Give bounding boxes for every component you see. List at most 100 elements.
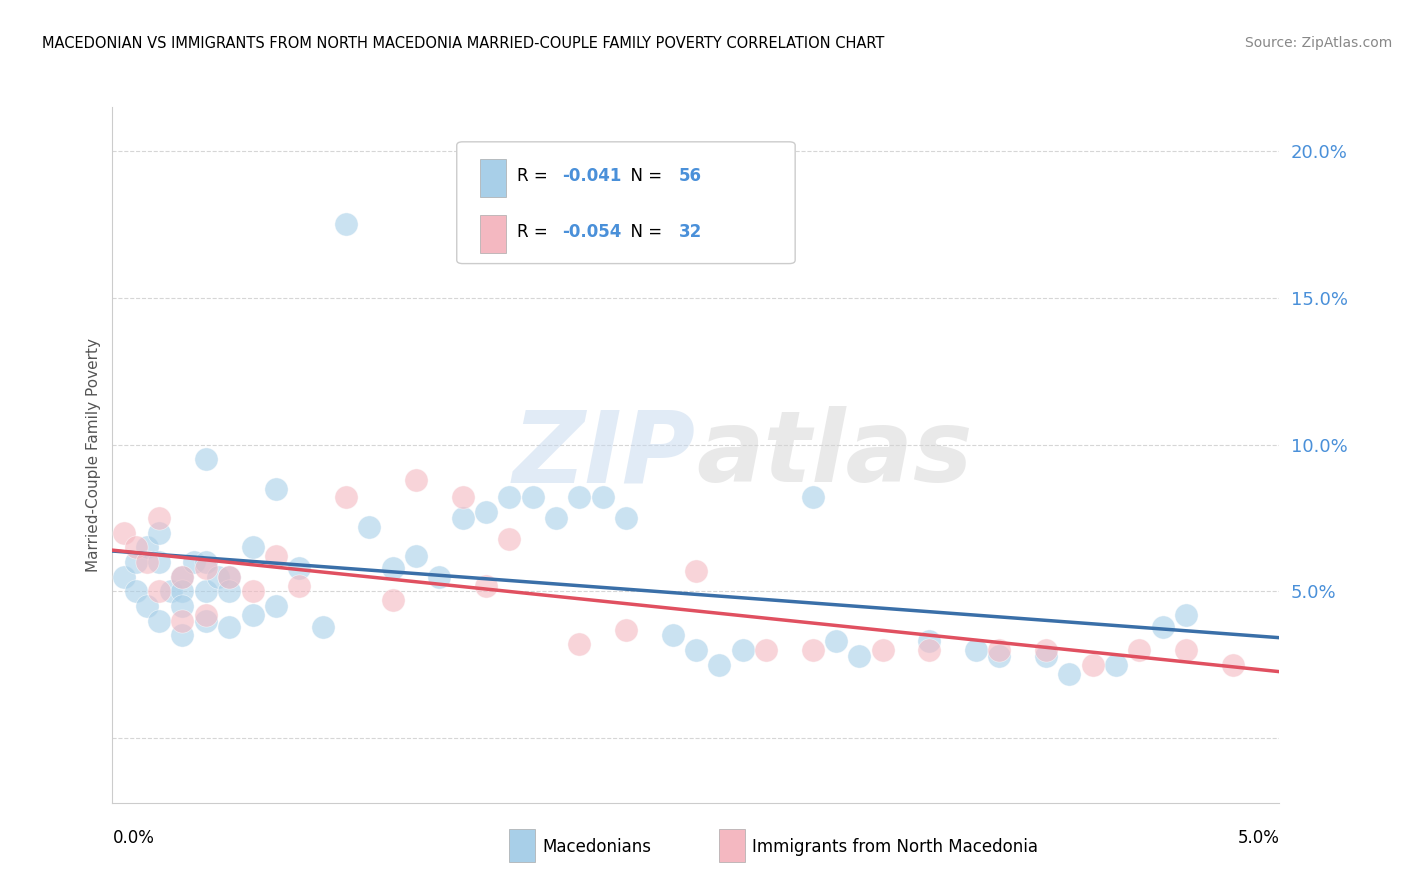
Point (148, 511, 170, 525)
Point (544, 511, 567, 525)
Point (172, 599, 194, 613)
Point (136, 599, 159, 613)
Point (218, 620, 240, 634)
Point (125, 555, 148, 569)
Point (661, 628, 683, 642)
Point (405, 473, 427, 487)
Point (568, 491, 591, 505)
Point (264, 599, 287, 613)
Point (918, 634, 941, 648)
Text: MACEDONIAN VS IMMIGRANTS FROM NORTH MACEDONIA MARRIED-COUPLE FAMILY POVERTY CORR: MACEDONIAN VS IMMIGRANTS FROM NORTH MACE… (42, 36, 884, 51)
Point (172, 584, 194, 599)
Point (988, 648, 1011, 663)
Text: -0.041: -0.041 (562, 167, 621, 186)
Text: R =: R = (517, 167, 554, 186)
Point (207, 570, 229, 584)
Point (194, 452, 217, 467)
Point (264, 482, 287, 496)
Point (335, 491, 357, 505)
Point (136, 541, 159, 555)
Point (988, 643, 1011, 657)
Point (475, 505, 498, 519)
Point (872, 643, 894, 657)
FancyBboxPatch shape (720, 829, 745, 862)
Text: N =: N = (620, 224, 668, 242)
Point (194, 584, 217, 599)
Text: ZIP: ZIP (513, 407, 696, 503)
Point (264, 549, 287, 564)
Text: Source: ZipAtlas.com: Source: ZipAtlas.com (1244, 36, 1392, 50)
Point (359, 520, 381, 534)
Point (172, 614, 194, 628)
Point (125, 541, 148, 555)
Point (218, 570, 240, 584)
Point (194, 614, 217, 628)
Point (160, 584, 183, 599)
Point (136, 555, 159, 569)
Point (125, 584, 148, 599)
Point (1105, 657, 1128, 672)
Text: Immigrants from North Macedonia: Immigrants from North Macedonia (752, 838, 1038, 855)
Point (685, 564, 707, 578)
FancyBboxPatch shape (479, 215, 506, 253)
Point (112, 525, 135, 540)
Point (335, 218, 357, 232)
Point (568, 637, 591, 651)
Point (405, 549, 427, 564)
Point (1128, 643, 1150, 657)
Point (801, 491, 824, 505)
Point (194, 555, 217, 569)
Point (148, 614, 170, 628)
FancyBboxPatch shape (457, 142, 796, 264)
Text: -0.054: -0.054 (562, 224, 621, 242)
Point (218, 584, 240, 599)
Point (918, 643, 941, 657)
Point (498, 532, 520, 546)
Point (685, 643, 707, 657)
Point (148, 584, 170, 599)
Point (614, 511, 637, 525)
Point (242, 607, 264, 622)
Point (965, 643, 987, 657)
Point (522, 491, 544, 505)
Text: atlas: atlas (696, 407, 973, 503)
Text: 5.0%: 5.0% (1237, 829, 1279, 847)
Point (148, 525, 170, 540)
Point (288, 561, 311, 575)
Point (825, 634, 848, 648)
Point (381, 593, 404, 607)
Point (148, 555, 170, 569)
Point (755, 643, 778, 657)
Point (172, 570, 194, 584)
Point (801, 643, 824, 657)
Text: R =: R = (517, 224, 554, 242)
Text: Macedonians: Macedonians (541, 838, 651, 855)
Point (1222, 657, 1244, 672)
Point (172, 570, 194, 584)
Point (731, 643, 754, 657)
FancyBboxPatch shape (509, 829, 534, 862)
Point (1175, 643, 1198, 657)
Point (1175, 607, 1198, 622)
Point (475, 578, 498, 592)
Point (1035, 648, 1057, 663)
Point (1152, 620, 1174, 634)
Point (451, 491, 474, 505)
Point (288, 578, 311, 592)
Point (242, 584, 264, 599)
Point (311, 620, 333, 634)
Y-axis label: Married-Couple Family Poverty: Married-Couple Family Poverty (86, 338, 101, 572)
Point (172, 628, 194, 642)
Text: 0.0%: 0.0% (112, 829, 155, 847)
FancyBboxPatch shape (479, 159, 506, 197)
Point (1035, 643, 1057, 657)
Point (242, 541, 264, 555)
Point (848, 648, 870, 663)
Point (194, 607, 217, 622)
Point (1081, 657, 1104, 672)
Point (112, 570, 135, 584)
Text: 32: 32 (679, 224, 702, 242)
Point (709, 657, 731, 672)
Point (592, 491, 614, 505)
Point (427, 570, 450, 584)
